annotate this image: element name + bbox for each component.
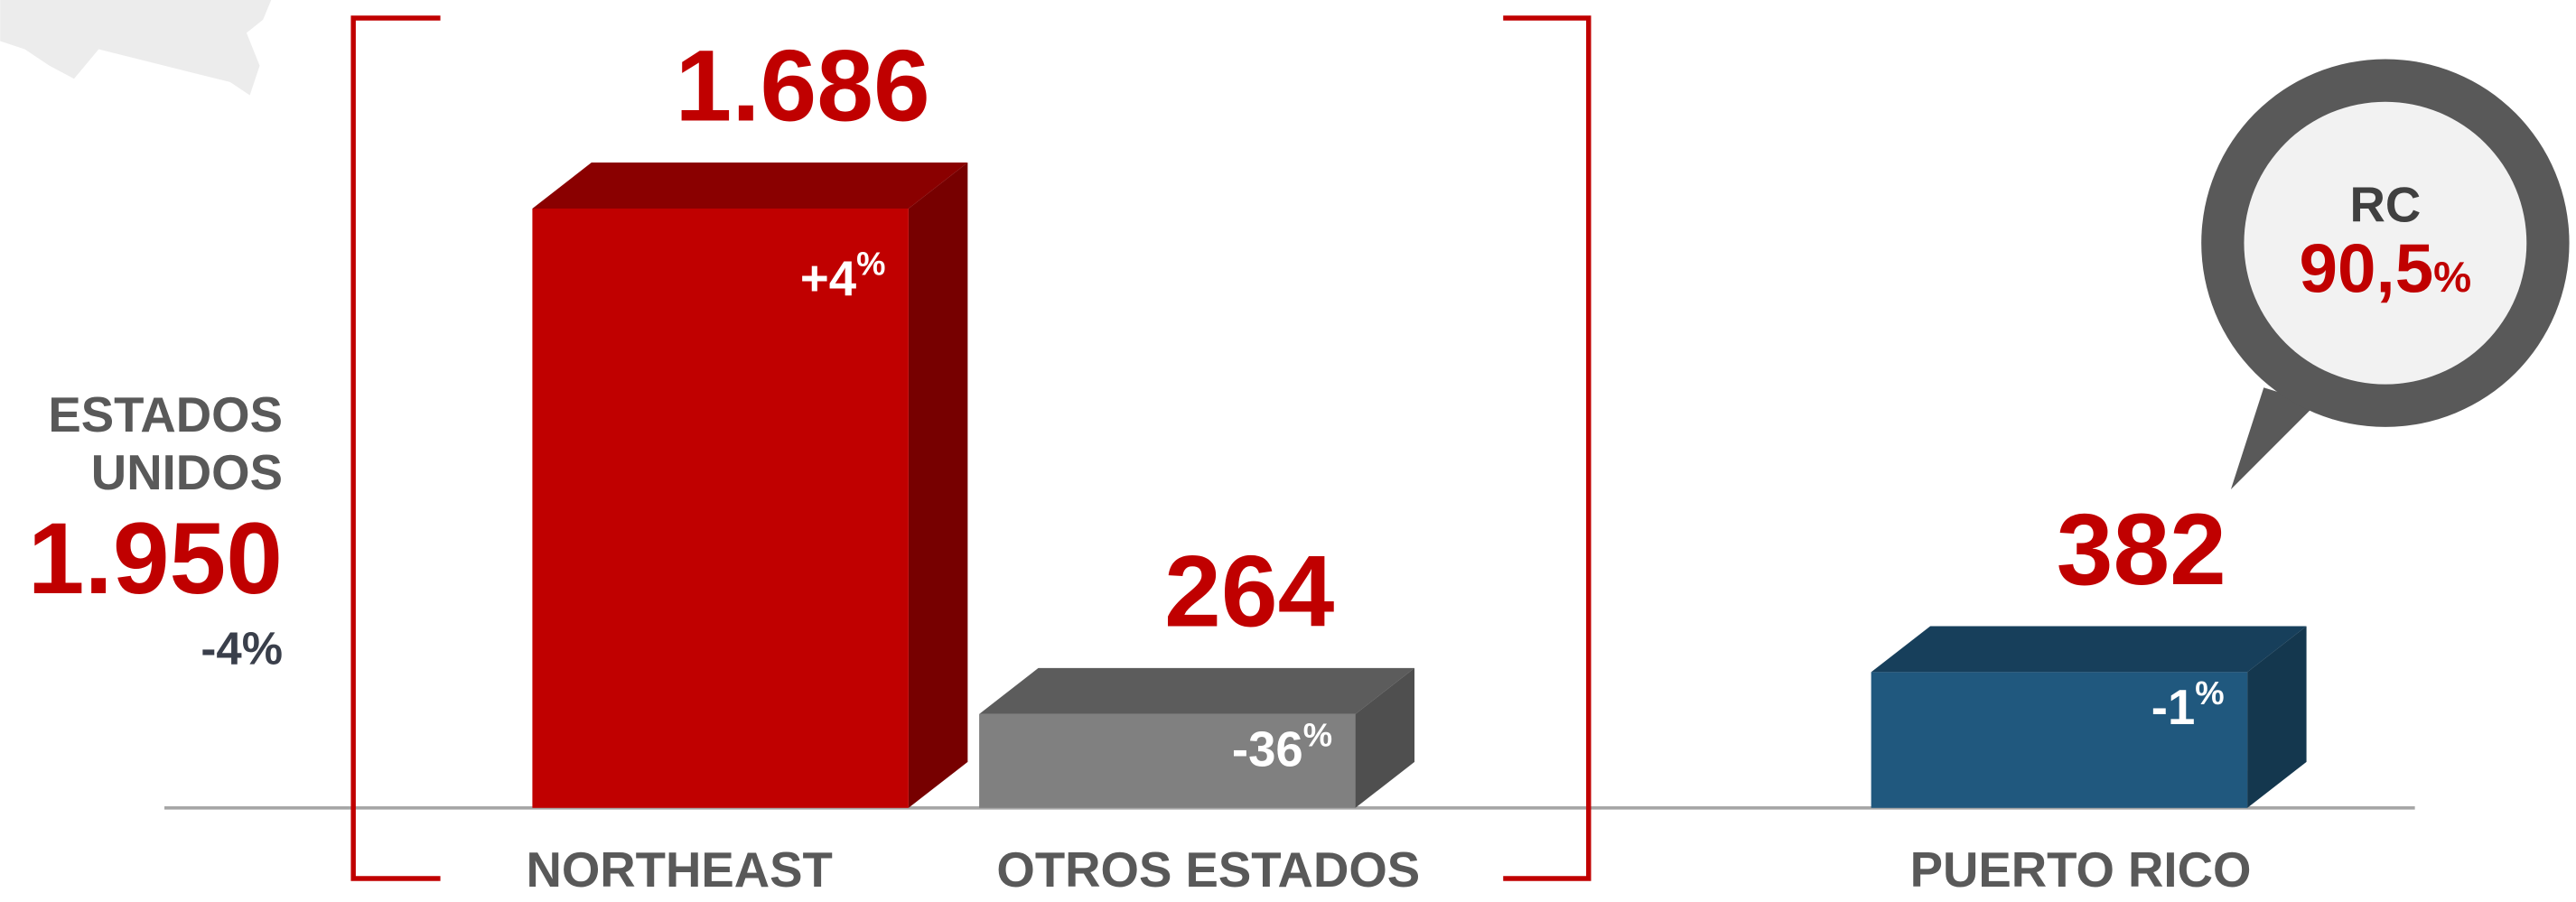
callout-unit: % xyxy=(2433,254,2471,302)
x-tick-label: OTROS ESTADOS xyxy=(996,842,1420,897)
summary-change: -4% xyxy=(201,622,283,674)
summary-label: ESTADOS xyxy=(48,387,283,442)
change-number: -36 xyxy=(1232,722,1303,777)
change-label: +4% xyxy=(800,245,886,306)
bar-side xyxy=(908,163,968,808)
x-tick-label: NORTHEAST xyxy=(526,842,832,897)
callout-value: 90,5% xyxy=(2300,231,2472,308)
change-unit: % xyxy=(1303,716,1332,753)
summary-value: 1.950 xyxy=(28,501,283,615)
bar-side xyxy=(2247,626,2307,808)
map-fragment xyxy=(0,0,272,96)
bar-top xyxy=(979,667,1415,714)
change-label: -1% xyxy=(2151,674,2225,735)
callout-tail xyxy=(2230,387,2317,489)
change-number: -1 xyxy=(2151,680,2196,735)
bracket-right xyxy=(1503,15,1591,881)
x-tick-label: PUERTO RICO xyxy=(1910,842,2252,897)
change-unit: % xyxy=(2195,674,2224,711)
value-label: 264 xyxy=(1164,534,1334,647)
bracket-left xyxy=(350,15,441,881)
bar xyxy=(532,208,909,808)
change-number: +4 xyxy=(800,251,857,306)
bar-side xyxy=(1355,667,1415,808)
value-label: 382 xyxy=(2057,492,2226,606)
bar-top xyxy=(1871,626,2307,673)
callout: RC 90,5% xyxy=(2201,59,2570,489)
bar xyxy=(1871,672,2248,808)
bar-top xyxy=(532,163,968,209)
change-label: -36% xyxy=(1232,716,1332,777)
bar xyxy=(979,713,1356,808)
value-label: 1.686 xyxy=(676,28,930,142)
summary-label: UNIDOS xyxy=(91,445,283,500)
callout-label: RC xyxy=(2349,177,2421,232)
callout-inner xyxy=(2244,101,2527,385)
change-unit: % xyxy=(856,245,885,282)
callout-number: 90,5 xyxy=(2300,231,2434,308)
